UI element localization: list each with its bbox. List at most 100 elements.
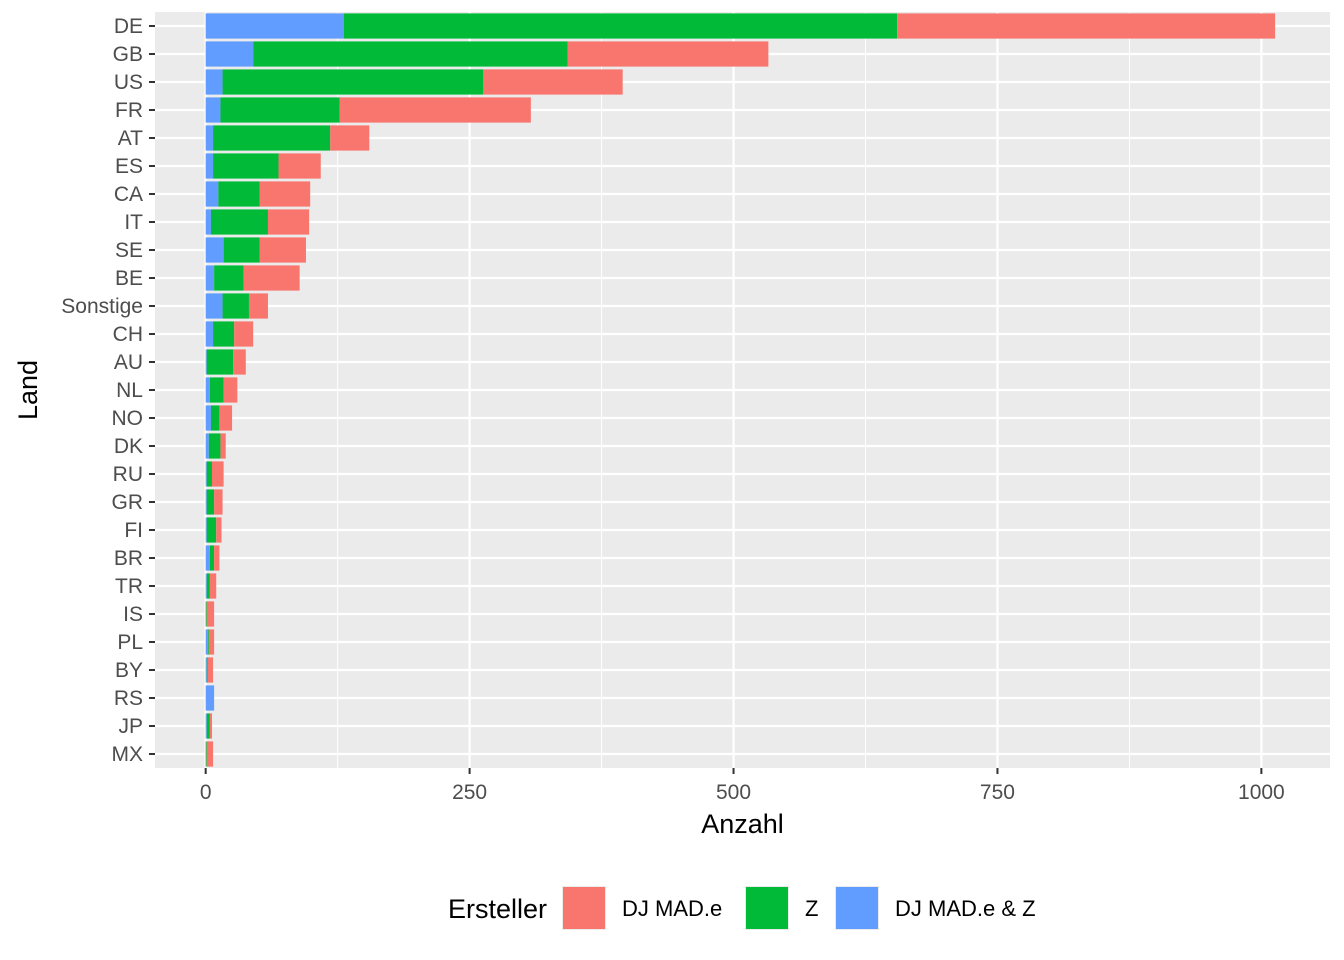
y-tick-label: GR (112, 491, 144, 514)
bar-segment (206, 349, 234, 375)
bar-segment (210, 405, 220, 431)
bar-segment (205, 741, 207, 767)
bar-segment (205, 657, 207, 683)
bar-segment (218, 181, 260, 207)
y-tick-label: MX (112, 743, 144, 766)
legend-key-swatch (563, 887, 605, 929)
bar-segment (205, 181, 219, 207)
bar-segment (205, 685, 215, 711)
bar-segment (278, 153, 321, 179)
y-tick-label: AU (114, 351, 143, 374)
bar-segment (206, 601, 215, 627)
y-tick-label: SE (115, 239, 143, 262)
bar-segment (208, 629, 215, 655)
bar-segment (205, 69, 223, 95)
bar-segment (205, 125, 214, 151)
bar-segment (205, 153, 214, 179)
y-tick-label: AT (118, 127, 143, 150)
y-tick-label: TR (115, 575, 143, 598)
bar-segment (213, 153, 279, 179)
x-tick-label: 750 (980, 781, 1015, 804)
bar-segment (223, 377, 238, 403)
legend-key-swatch (836, 887, 878, 929)
bar-segment (220, 97, 340, 123)
bar-segment (897, 13, 1276, 39)
y-axis-title: Land (13, 360, 43, 420)
bar-segment (213, 125, 331, 151)
bar-segment (214, 489, 223, 515)
bar-segment (205, 713, 207, 739)
bar-segment (243, 265, 300, 291)
y-tick-label: Sonstige (61, 295, 143, 318)
y-tick-label: RU (113, 463, 143, 486)
y-tick-label: PL (117, 631, 143, 654)
y-tick-label: FI (124, 519, 143, 542)
bar-segment (205, 349, 207, 375)
legend-title: Ersteller (448, 894, 547, 924)
bar-segment (205, 13, 344, 39)
y-tick-label: BY (115, 659, 143, 682)
bar-segment (567, 41, 769, 67)
bar-segment (222, 293, 249, 319)
bar-segment (223, 237, 260, 263)
bar-segment (253, 41, 568, 67)
bar-segment (212, 461, 224, 487)
y-tick-label: RS (114, 687, 143, 710)
legend-label: DJ MAD.e & Z (895, 896, 1036, 921)
bar-segment (208, 433, 221, 459)
legend-label: Z (805, 896, 818, 921)
y-tick-label: GB (113, 43, 143, 66)
bar-segment (205, 601, 207, 627)
y-tick-label: BR (114, 547, 143, 570)
bar-segment (206, 461, 213, 487)
bar-segment (267, 209, 310, 235)
bar-segment (219, 405, 233, 431)
y-tick-label: IS (123, 603, 143, 626)
bar-segment (214, 545, 220, 571)
bar-segment (209, 545, 215, 571)
bar-segment (209, 713, 213, 739)
y-tick-label: DK (114, 435, 143, 458)
bar-segment (205, 41, 254, 67)
y-tick-label: FR (115, 99, 143, 122)
x-tick-label: 0 (200, 781, 212, 804)
bar-segment (210, 209, 268, 235)
bar-segment (205, 517, 207, 543)
bar-segment (248, 293, 268, 319)
bar-segment (233, 349, 246, 375)
bar-segment (206, 657, 208, 683)
x-tick-label: 1000 (1238, 781, 1285, 804)
bar-segment (213, 321, 235, 347)
bar-segment (207, 629, 209, 655)
bar-segment (205, 377, 210, 403)
bar-segment (205, 293, 223, 319)
y-tick-label: BE (115, 267, 143, 290)
bar-segment (205, 433, 209, 459)
bar-segment (234, 321, 254, 347)
bar-segment (205, 321, 214, 347)
bar-segment (206, 517, 217, 543)
y-tick-label: JP (118, 715, 143, 738)
bar-segment (259, 237, 306, 263)
bar-segment (205, 97, 221, 123)
bar-segment (206, 573, 210, 599)
bar-segment (205, 405, 211, 431)
bar-segment (206, 489, 215, 515)
bar-segment (205, 237, 224, 263)
x-axis-title: Anzahl (701, 809, 784, 839)
legend-label: DJ MAD.e (622, 896, 722, 921)
bar-segment (205, 545, 210, 571)
y-tick-label: NL (116, 379, 143, 402)
legend-key-swatch (746, 887, 788, 929)
y-tick-label: DE (114, 15, 143, 38)
bar-segment (216, 517, 222, 543)
bar-segment (209, 573, 217, 599)
y-tick-label: CH (113, 323, 143, 346)
bar-segment (206, 741, 214, 767)
bar-segment (343, 13, 898, 39)
bar-segment (205, 461, 207, 487)
y-tick-label: ES (115, 155, 143, 178)
y-tick-label: US (114, 71, 143, 94)
y-tick-label: CA (114, 183, 143, 206)
